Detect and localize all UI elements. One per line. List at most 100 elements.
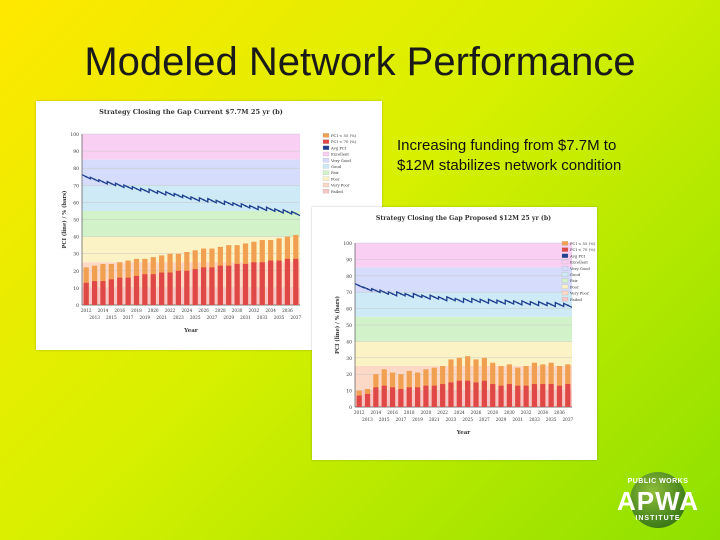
avg-pci-point [508,301,511,303]
condition-band [355,390,572,407]
x-tick-label: 2026 [198,308,209,313]
bar-pci-below-70 [284,258,291,305]
legend-entry: Failed [570,297,582,302]
avg-pci-point [211,199,213,202]
avg-pci-point [400,292,402,295]
condition-band [82,134,300,160]
x-tick-label: 2034 [537,410,548,415]
y-tick-label: 80 [73,166,79,172]
x-tick-label: 2015 [379,417,390,422]
bar-pci-below-70 [465,380,471,407]
bar-pci-below-70 [406,387,412,407]
legend-entry: Very Poor [330,183,350,188]
condition-band [82,159,300,186]
x-tick-label: 2036 [282,308,293,313]
condition-band [82,287,300,305]
x-tick-label: 2013 [362,417,373,422]
avg-pci-point [525,301,527,304]
x-tick-label: 2021 [429,417,440,422]
x-tick-label: 2017 [396,417,407,422]
x-axis-label: Year [183,328,198,334]
bar-pci-below-70 [481,380,487,407]
y-tick-label: 50 [73,218,79,224]
avg-pci-point [85,175,88,178]
bar-pci-below-70 [515,385,521,407]
y-tick-label: 30 [346,356,352,362]
avg-pci-point [110,182,113,185]
avg-pci-point [202,198,205,201]
y-tick-label: 10 [346,389,352,395]
slide-title: Modeled Network Performance [84,40,636,84]
legend-entry: Good [331,164,342,169]
x-tick-label: 2032 [249,308,260,313]
avg-pci-point [194,198,197,200]
legend-swatch [322,182,330,188]
legend-entry: Failed [331,189,343,194]
x-tick-label: 2027 [207,315,218,320]
bar-pci-below-70 [142,274,148,305]
x-tick-label: 2027 [479,417,490,422]
avg-pci-point [244,204,247,207]
bar-pci-below-70 [117,277,123,305]
avg-pci-point [127,186,130,188]
x-tick-label: 2014 [98,308,109,313]
bar-pci-below-70 [293,258,299,305]
y-tick-label: 50 [346,323,352,329]
chart-proposed-funding: Strategy Closing the Gap Proposed $12M 2… [312,207,597,460]
avg-pci-point [433,296,436,299]
x-tick-label: 2025 [190,315,201,320]
bar-pci-below-70 [83,282,89,305]
bar-pci-below-70 [150,274,156,305]
bar-pci-below-70 [251,262,257,305]
bar-pci-below-70 [531,384,538,407]
bar-pci-below-70 [556,385,563,407]
x-tick-label: 2024 [181,308,192,313]
x-tick-label: 2012 [354,410,365,415]
bar-pci-below-70 [234,263,240,305]
legend-swatch [322,133,330,138]
avg-pci-point [450,297,452,300]
avg-pci-point [294,212,297,215]
x-axis-label: Year [456,430,471,436]
logo-globe-icon [630,472,686,528]
bar-pci-below-70 [108,279,114,305]
bar-pci-below-70 [91,281,98,305]
legend-entry: Very Good [330,158,351,163]
y-tick-label: 40 [73,235,79,241]
bar-pci-below-70 [242,263,249,305]
logo-top-text: PUBLIC WORKS [627,478,689,485]
x-tick-label: 2016 [387,410,398,415]
bar-pci-below-70 [381,385,387,407]
avg-pci-point [269,208,272,211]
y-tick-label: 10 [73,286,79,292]
avg-pci-point [160,192,163,194]
bar-pci-below-70 [373,387,379,407]
x-tick-label: 2032 [521,410,532,415]
x-tick-label: 2025 [462,417,473,422]
x-tick-label: 2020 [148,308,159,313]
chart-proposed-svg: Strategy Closing the Gap Proposed $12M 2… [334,215,596,436]
x-tick-label: 2030 [504,410,515,415]
x-tick-label: 2012 [81,308,92,313]
y-axis-label: PCI (line) / % (bars) [61,191,68,249]
bar-pci-below-70 [565,384,571,407]
legend-entry: Avg PCI [569,253,586,258]
avg-pci-point [550,303,553,306]
x-tick-label: 2019 [140,315,151,320]
legend-swatch [561,247,569,252]
condition-band [82,210,300,237]
avg-pci-point [102,180,104,183]
avg-pci-point [252,206,255,209]
bar-pci-below-70 [356,395,362,407]
legend-swatch [561,266,569,271]
condition-band [355,267,572,293]
condition-band [355,316,572,342]
bar-pci-below-70 [209,267,215,305]
bar-pci-below-70 [125,277,131,305]
y-tick-label: 100 [343,241,352,247]
avg-pci-point [416,294,419,297]
x-tick-label: 2034 [265,308,276,313]
y-tick-label: 0 [76,303,79,309]
bar-pci-below-70 [523,385,529,407]
avg-pci-point [135,187,138,190]
